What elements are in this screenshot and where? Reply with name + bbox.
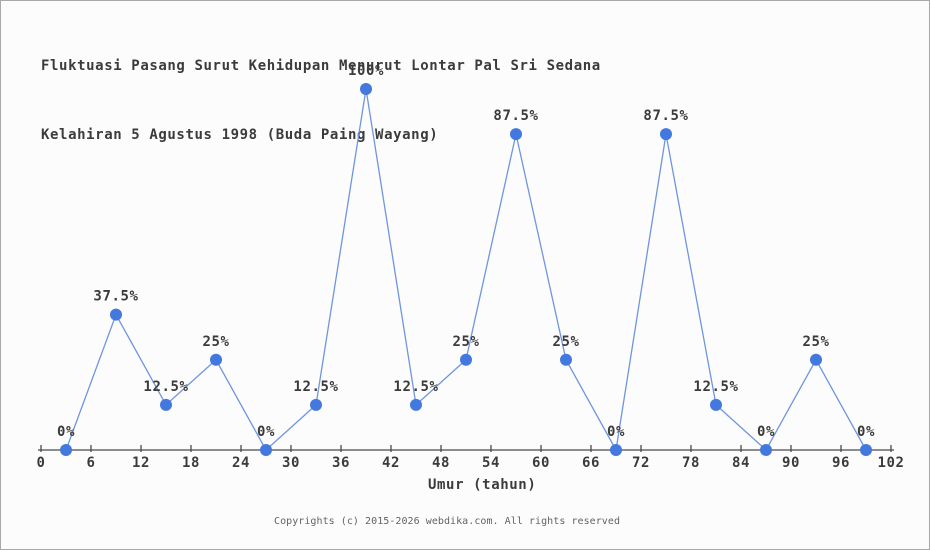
data-point-marker bbox=[860, 444, 872, 456]
x-axis-tick-label: 6 bbox=[86, 455, 95, 471]
data-point-marker bbox=[560, 353, 572, 366]
x-axis-tick-label: 66 bbox=[582, 455, 600, 471]
data-point-label: 12.5% bbox=[393, 379, 438, 395]
chart-title-line1: Fluktuasi Pasang Surut Kehidupan Menurut… bbox=[41, 58, 601, 74]
x-axis-tick-label: 36 bbox=[332, 455, 350, 471]
x-axis-tick-label: 90 bbox=[782, 455, 800, 471]
data-point-label: 0% bbox=[607, 424, 625, 440]
data-point-label: 0% bbox=[757, 424, 775, 440]
data-point-label: 12.5% bbox=[693, 379, 738, 395]
x-axis-tick-label: 54 bbox=[482, 455, 500, 471]
data-point-label: 25% bbox=[452, 334, 479, 350]
data-point-label: 12.5% bbox=[143, 379, 188, 395]
data-point-label: 0% bbox=[257, 424, 275, 440]
x-axis-tick-label: 60 bbox=[532, 455, 550, 471]
data-point-marker bbox=[510, 128, 522, 141]
x-axis-tick-label: 96 bbox=[832, 455, 850, 471]
data-point-marker bbox=[460, 353, 472, 366]
data-point-marker bbox=[410, 398, 422, 411]
data-point-label: 25% bbox=[552, 334, 579, 350]
x-axis-tick-label: 24 bbox=[232, 455, 250, 471]
data-point-marker bbox=[60, 444, 72, 456]
data-point-label: 87.5% bbox=[643, 108, 688, 124]
x-axis-tick-label: 42 bbox=[382, 455, 400, 471]
data-point-marker bbox=[760, 444, 772, 456]
chart-line bbox=[65, 88, 867, 452]
x-axis-tick-label: 78 bbox=[682, 455, 700, 471]
x-axis-tick-label: 30 bbox=[282, 455, 300, 471]
x-axis-tick-label: 12 bbox=[132, 455, 150, 471]
x-axis-tick-label: 48 bbox=[432, 455, 450, 471]
data-point-label: 100% bbox=[348, 63, 384, 79]
data-point-label: 87.5% bbox=[493, 108, 538, 124]
data-point-label: 0% bbox=[57, 424, 75, 440]
x-axis-tick-label: 102 bbox=[877, 455, 904, 471]
x-axis-tick-label: 84 bbox=[732, 455, 750, 471]
x-axis-tick-label: 18 bbox=[182, 455, 200, 471]
data-point-marker bbox=[660, 128, 672, 141]
chart-title-line2: Kelahiran 5 Agustus 1998 (Buda Paing Way… bbox=[41, 127, 439, 143]
data-point-label: 0% bbox=[857, 424, 875, 440]
data-point-marker bbox=[210, 353, 222, 366]
chart-title: Fluktuasi Pasang Surut Kehidupan Menurut… bbox=[41, 9, 601, 193]
data-point-marker bbox=[310, 398, 322, 411]
data-point-marker bbox=[110, 308, 122, 321]
x-axis-label: Umur (tahun) bbox=[428, 477, 537, 493]
data-point-marker bbox=[710, 398, 722, 411]
x-axis-tick-label: 72 bbox=[632, 455, 650, 471]
copyright-footer: Copyrights (c) 2015-2026 webdika.com. Al… bbox=[274, 516, 621, 527]
data-point-label: 12.5% bbox=[293, 379, 338, 395]
data-point-marker bbox=[260, 444, 272, 456]
x-axis-tick-label: 0 bbox=[36, 455, 45, 471]
data-point-label: 37.5% bbox=[93, 289, 138, 305]
data-point-marker bbox=[160, 398, 172, 411]
data-point-label: 25% bbox=[202, 334, 229, 350]
data-point-marker bbox=[360, 83, 372, 95]
data-point-label: 25% bbox=[802, 334, 829, 350]
data-point-marker bbox=[610, 444, 622, 456]
data-point-marker bbox=[810, 353, 822, 366]
